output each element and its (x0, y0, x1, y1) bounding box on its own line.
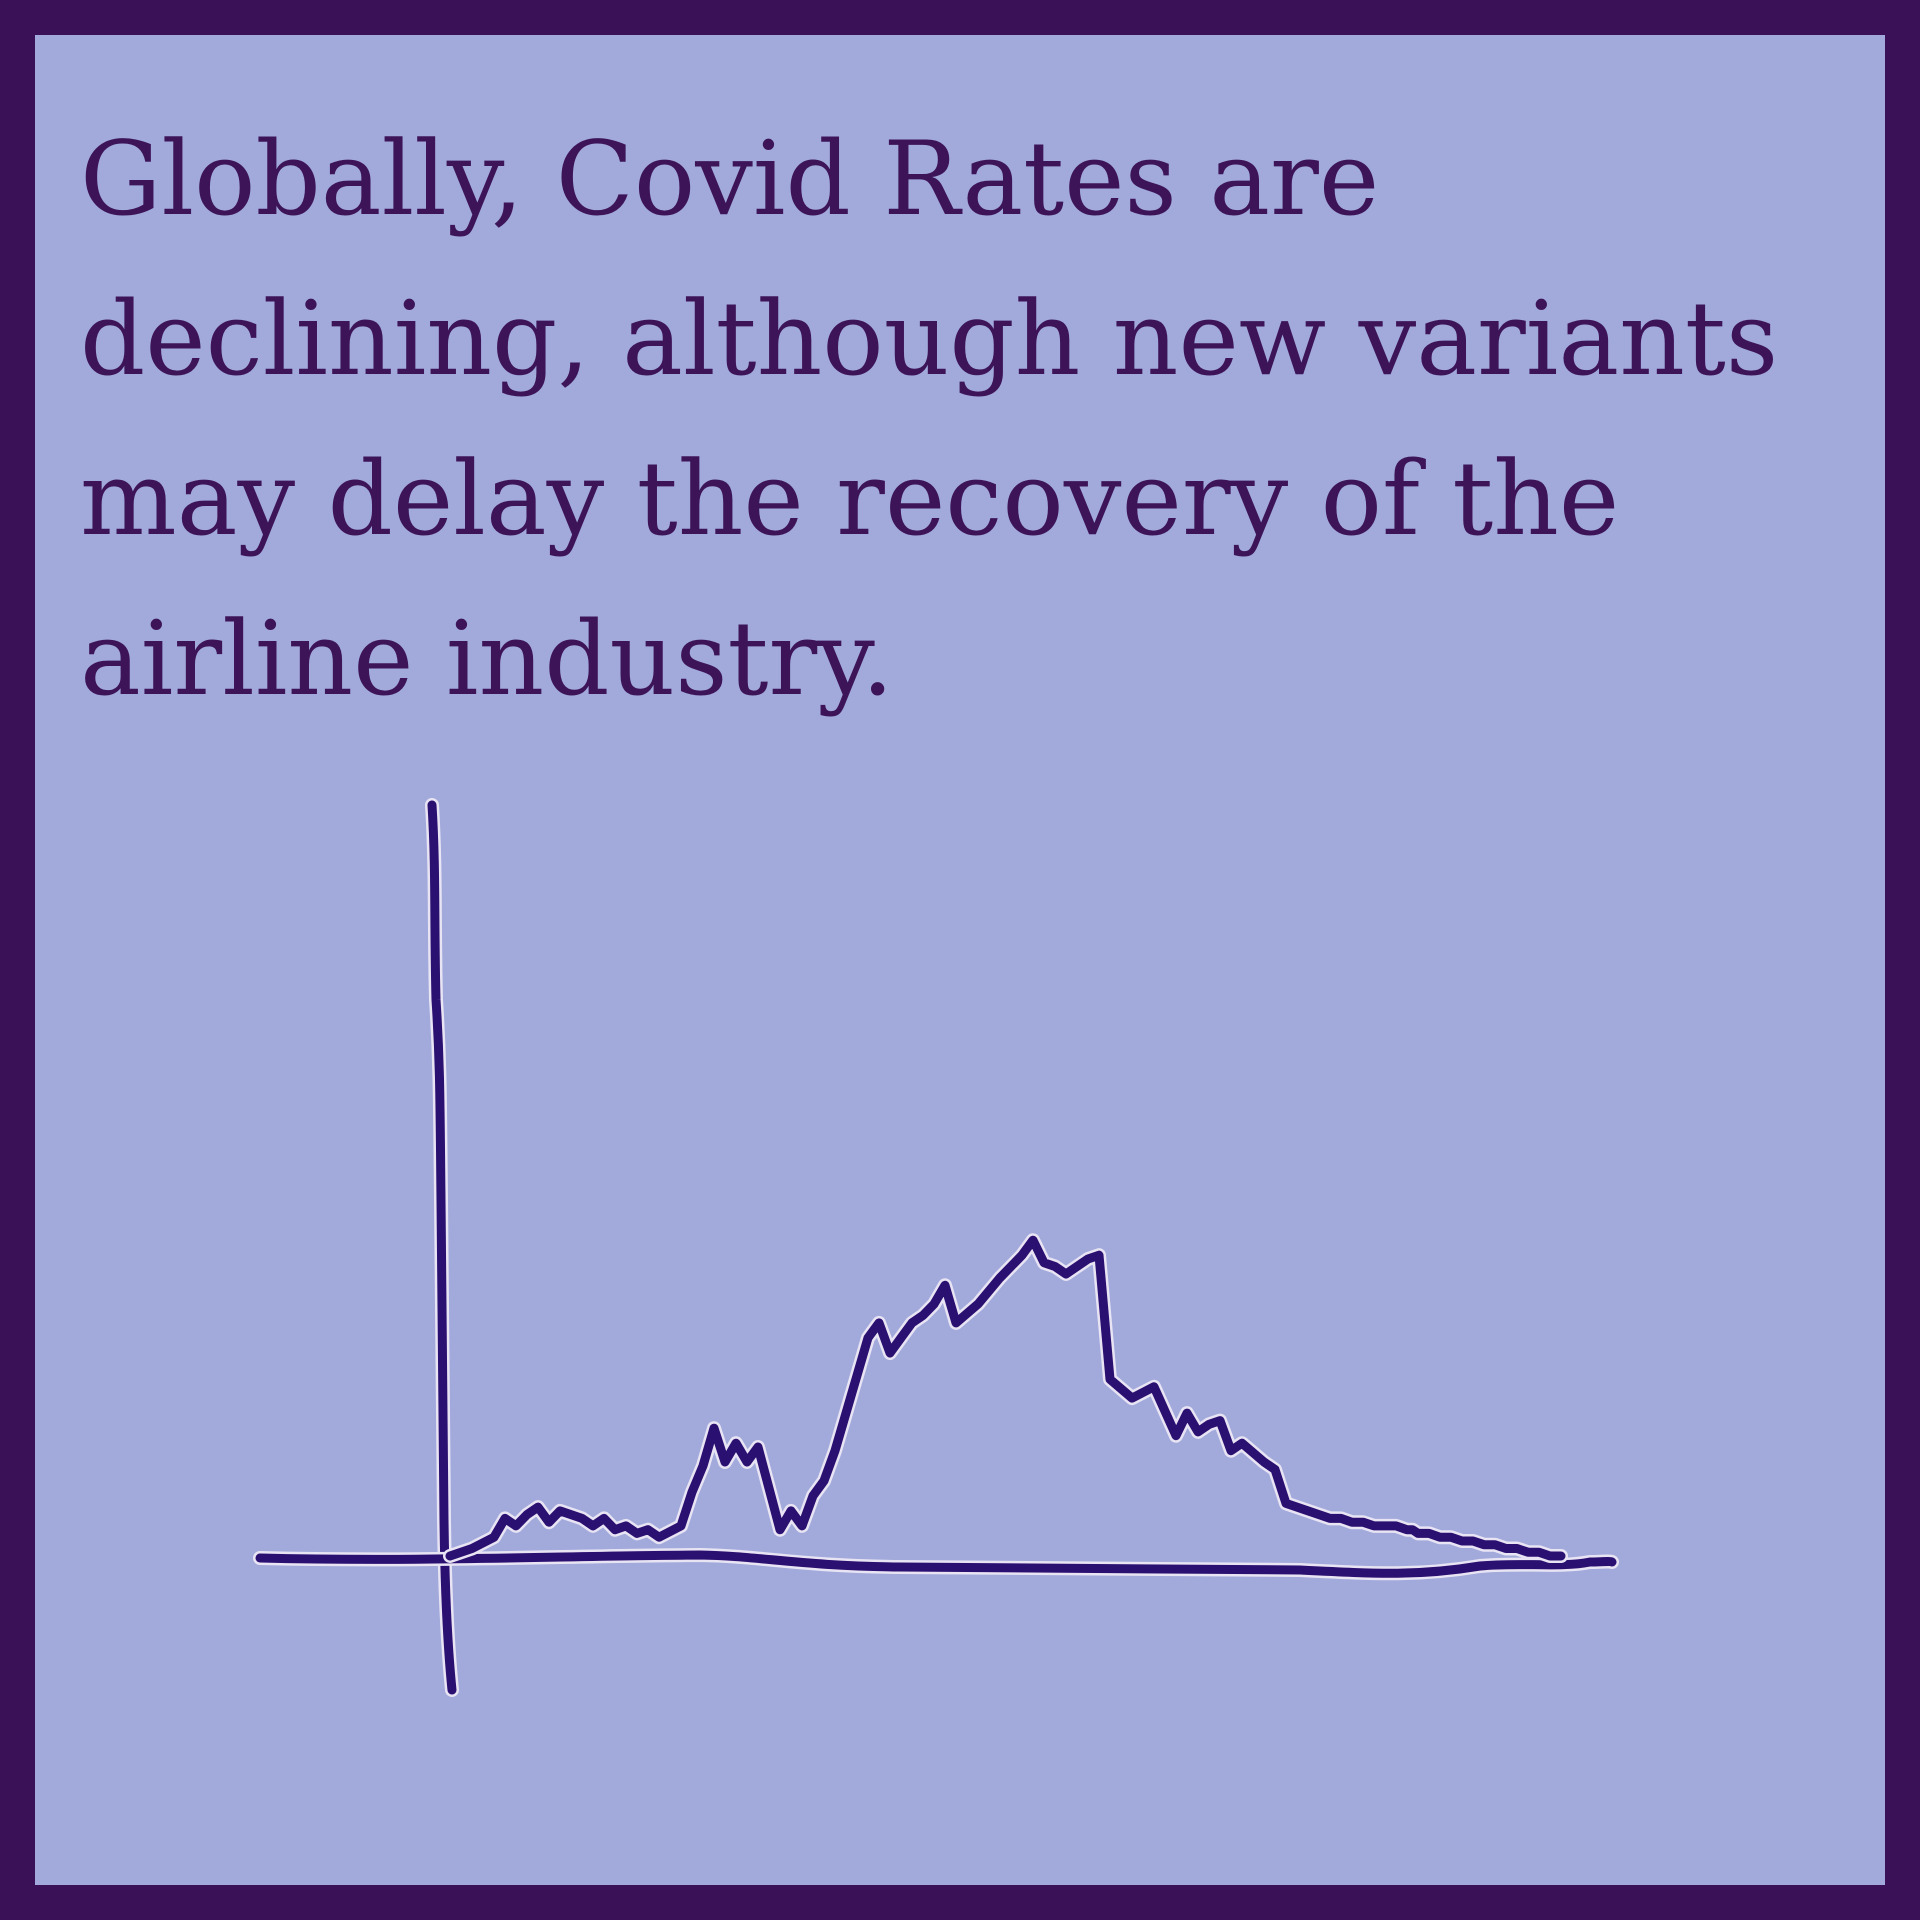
series-line-0-halo (443, 1233, 1568, 1563)
headline: Globally, Covid Rates are declining, alt… (80, 120, 1779, 719)
y-axis (427, 800, 457, 1695)
chart-axes (253, 798, 1619, 1697)
x-axis (255, 1550, 1617, 1578)
series-line-0 (445, 1235, 1566, 1561)
chart-series (443, 1233, 1568, 1563)
